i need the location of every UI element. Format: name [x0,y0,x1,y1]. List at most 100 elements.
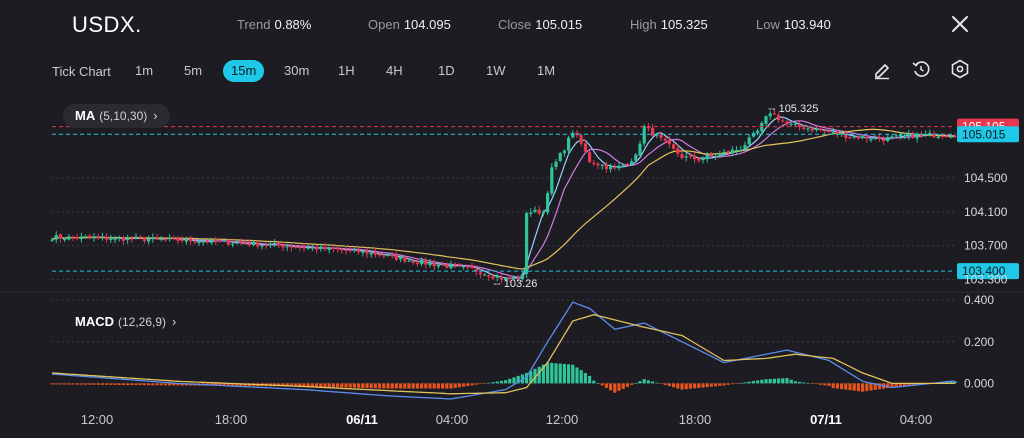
timeframe-1mo[interactable]: 1M [537,63,556,78]
candle-body [730,149,734,154]
macd-histogram-bar [474,383,478,385]
ma-indicator-pill[interactable]: MA (5,10,30) › [63,104,170,128]
candle [84,234,88,239]
x-axis-label: 18:00 [679,412,712,427]
macd-histogram-bar [541,364,545,384]
reset-icon[interactable] [910,58,932,80]
macd-histogram-bar [730,383,734,385]
candle-body [852,136,856,138]
candle-body [827,130,831,133]
timeframe-1h[interactable]: 1H [338,63,355,78]
macd-histogram-bar [235,383,239,386]
macd-histogram-bar [323,383,327,387]
candle-body [772,113,776,115]
timeframe-1w[interactable]: 1W [486,63,506,78]
candle [848,136,852,140]
candle [911,131,915,139]
candle-body [105,236,109,240]
candle [289,244,293,252]
candle-body [768,113,772,117]
candle-body [604,164,608,169]
timeframe-15m[interactable]: 15m [223,60,265,82]
candle [714,154,718,160]
candle-body [882,139,886,142]
candle [252,239,256,247]
timeframe-1d[interactable]: 1D [438,63,455,78]
candle [462,264,466,270]
candle [436,262,440,269]
candle [907,130,911,141]
candle [189,235,193,246]
candle-body [516,277,520,279]
candle-body [932,133,936,138]
macd-histogram-bar [558,363,562,384]
candle [743,141,747,152]
axis-labels: 104.500 104.100 103.700 103.300 0.400 0.200 0.… [81,171,1008,427]
candle [96,233,100,240]
close-icon[interactable] [948,12,972,36]
candle [533,206,537,214]
candle-body [508,277,512,279]
macd-histogram-bar [126,383,130,386]
candle [390,252,394,259]
candle [428,259,432,268]
candle [134,233,138,240]
macd-histogram-bar [142,383,146,386]
macd-histogram-bar [781,378,785,384]
candle-body [861,136,865,139]
macd-indicator-pill[interactable]: MACD (12,26,9) › [63,310,188,334]
candle-body [327,247,331,250]
candle [726,150,730,157]
candle-body [617,165,621,169]
candle [88,233,92,240]
macd-histogram-bar [138,383,142,386]
candle [67,234,71,241]
x-axis-label: 12:00 [81,412,114,427]
candle [785,120,789,127]
candle [638,140,642,158]
candle [861,135,865,140]
macd-histogram-bar [180,383,184,386]
macd-histogram-bar [117,383,121,385]
macd-histogram-bar [562,363,566,384]
macd-histogram-bar [823,383,827,386]
candle-body [583,143,587,152]
timeframe-1m[interactable]: 1m [135,63,154,78]
macd-histogram-bar [71,383,75,385]
candle-body [495,276,499,278]
timeframe-30m[interactable]: 30m [284,63,310,78]
candle-body [79,236,83,239]
candle [105,233,109,244]
candle-body [340,249,344,251]
stat-high-key: High [630,17,657,32]
price-tag-box [957,126,1019,143]
candle-body [428,263,432,266]
macd-histogram-bar [63,383,67,385]
macd-histogram-bar [382,383,386,389]
macd-histogram-bar [168,383,172,386]
tick-chart-label[interactable]: Tick Chart [52,64,111,79]
settings-icon[interactable] [949,58,971,80]
timeframe-4h[interactable]: 4H [386,63,403,78]
timeframe-5m[interactable]: 5m [184,63,203,78]
candle-body [865,136,869,139]
candle-body [100,236,104,238]
macd-histogram-bar [915,383,919,385]
macd-axis-label: 0.400 [964,293,994,307]
candle [512,275,516,281]
candle [432,259,436,271]
stat-low-key: Low [756,17,780,32]
candle [126,234,130,244]
candle [315,245,319,254]
candle [184,236,188,245]
candle-body [806,128,810,130]
candle [441,261,445,266]
candle-body [268,244,272,246]
candle [147,235,151,245]
candle-body [298,246,302,248]
candle [344,245,348,255]
candle-body [214,239,218,242]
pencil-icon[interactable] [871,58,893,80]
